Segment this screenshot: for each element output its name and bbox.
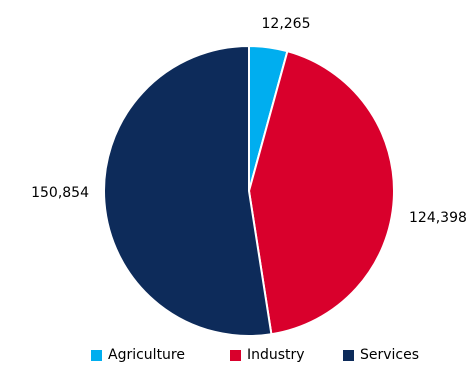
legend: Agriculture Industry Services [91,347,419,363]
legend-item-services: Services [343,347,419,363]
pie-slice-industry [247,49,395,336]
pie-slice-services [103,44,273,337]
data-label-services: 150,854 [31,185,89,201]
pie-data-labels: 12,265 124,398 150,854 [31,16,467,226]
legend-swatch-agriculture [91,350,102,361]
pie-slices [103,44,395,337]
data-label-industry: 124,398 [409,210,467,226]
legend-item-agriculture: Agriculture [91,347,185,363]
data-label-agriculture: 12,265 [262,16,311,32]
legend-label-agriculture: Agriculture [108,347,185,363]
legend-swatch-industry [230,350,241,361]
legend-item-industry: Industry [230,347,305,363]
legend-label-industry: Industry [247,347,305,363]
legend-swatch-services [343,350,354,361]
legend-label-services: Services [360,347,419,363]
